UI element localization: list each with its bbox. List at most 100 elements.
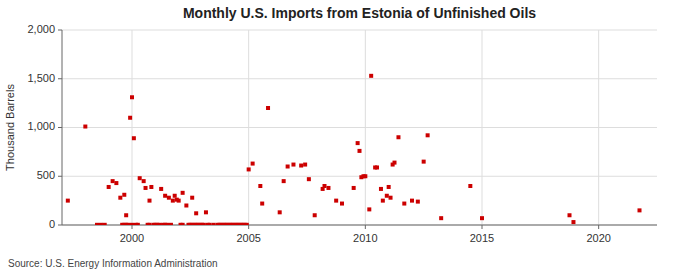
point [286, 165, 290, 169]
point [363, 174, 367, 178]
point [379, 187, 383, 191]
point [107, 185, 111, 189]
y-tick-label: 0 [49, 218, 55, 230]
point [468, 184, 472, 188]
chart: 05001,0001,5002,00020002005201020152020M… [0, 0, 675, 275]
point [334, 199, 338, 203]
point [157, 223, 161, 225]
point [169, 223, 173, 225]
point [323, 184, 327, 188]
point [258, 184, 262, 188]
point [393, 161, 397, 165]
x-tick-label: 2005 [236, 232, 260, 244]
y-axis-label: Thousand Barrels [4, 84, 16, 171]
point [568, 213, 572, 217]
point [247, 167, 251, 171]
point [95, 223, 99, 225]
point [439, 216, 443, 220]
point [66, 199, 70, 203]
point [303, 163, 307, 167]
point [389, 196, 393, 200]
point [181, 191, 185, 195]
series [95, 223, 249, 225]
point [422, 160, 426, 164]
x-tick-label: 2010 [353, 232, 377, 244]
point [266, 106, 270, 110]
x-tick-label: 2020 [586, 232, 610, 244]
point [165, 223, 169, 225]
point [128, 116, 132, 120]
point [83, 125, 87, 129]
y-tick-label: 1,500 [27, 72, 55, 84]
point [144, 186, 148, 190]
point [385, 194, 389, 198]
x-tick [598, 225, 599, 229]
point [103, 223, 107, 225]
grid [62, 30, 657, 225]
point [416, 200, 420, 204]
point [326, 186, 330, 190]
x-grid-line [365, 30, 366, 225]
y-tick [58, 225, 62, 226]
point [122, 193, 126, 197]
point [278, 210, 282, 214]
point [387, 185, 391, 189]
point [136, 223, 140, 225]
point [111, 179, 115, 183]
point [177, 199, 181, 203]
point [118, 196, 122, 200]
y-tick [58, 30, 62, 31]
x-grid-line [482, 30, 483, 225]
x-tick-label: 2000 [120, 232, 144, 244]
x-grid-line [248, 30, 249, 225]
point [130, 223, 134, 225]
y-tick-label: 500 [37, 169, 55, 181]
point [124, 213, 128, 217]
y-grid-line [62, 78, 657, 79]
point [299, 164, 303, 168]
point [159, 187, 163, 191]
point [173, 194, 177, 198]
y-tick-label: 2,000 [27, 23, 55, 35]
point [480, 216, 484, 220]
point [212, 223, 216, 225]
series [66, 74, 642, 224]
point [99, 223, 103, 225]
point [148, 199, 152, 203]
point [260, 202, 264, 206]
point [291, 163, 295, 167]
y-tick [58, 78, 62, 79]
point [410, 199, 414, 203]
x-grid-line [598, 30, 599, 225]
x-tick [248, 225, 249, 229]
x-grid-line [132, 30, 133, 225]
x-tick [365, 225, 366, 229]
x-tick [482, 225, 483, 229]
point [282, 179, 286, 183]
point [307, 177, 311, 181]
title: Monthly U.S. Imports from Estonia of Unf… [183, 5, 536, 21]
point [367, 207, 371, 211]
point [356, 141, 360, 145]
point [381, 199, 385, 203]
point [396, 135, 400, 139]
x-tick-label: 2015 [470, 232, 494, 244]
point [190, 196, 194, 200]
point [163, 194, 167, 198]
x-tick [132, 225, 133, 229]
point [638, 208, 642, 212]
point [167, 196, 171, 200]
point [138, 176, 142, 180]
point [142, 179, 146, 183]
point [132, 136, 136, 140]
point [171, 199, 175, 203]
point [204, 210, 208, 214]
point [313, 213, 317, 217]
point [251, 162, 255, 166]
point [358, 149, 362, 153]
plot-area [66, 74, 642, 225]
y-tick [58, 127, 62, 128]
point [571, 220, 575, 224]
point [202, 223, 206, 225]
point [245, 223, 249, 225]
